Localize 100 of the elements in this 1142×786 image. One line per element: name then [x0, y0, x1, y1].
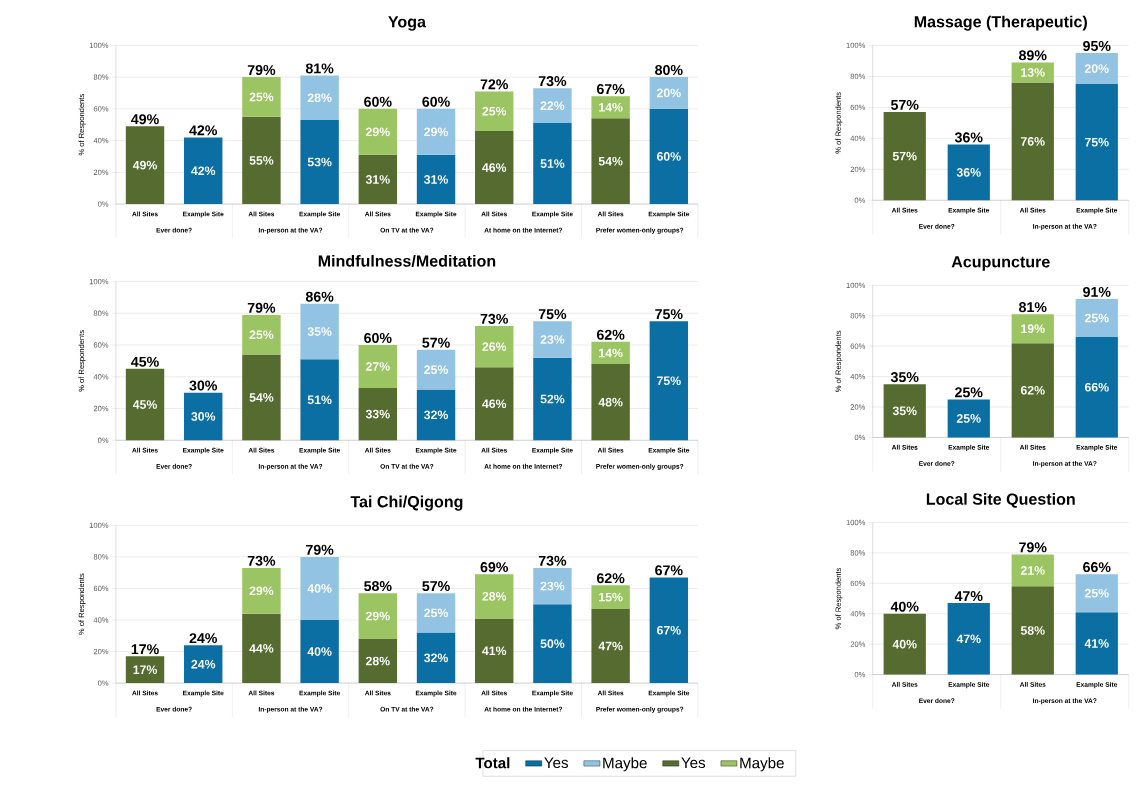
bar [416, 632, 456, 684]
data-label: 41% [482, 646, 507, 656]
total-label: 25% [955, 387, 983, 398]
data-label: 55% [249, 156, 274, 165]
bar [533, 357, 572, 441]
bar [1011, 586, 1054, 675]
bar [300, 75, 339, 120]
bar [591, 608, 630, 684]
data-label: 23% [540, 335, 565, 344]
bar [300, 119, 339, 205]
total-label: 60% [422, 96, 450, 107]
data-label: 40% [307, 584, 332, 593]
total-label: 75% [538, 309, 567, 320]
total-label: 69% [480, 562, 509, 573]
data-label: 76% [1021, 137, 1045, 146]
bar [300, 303, 339, 360]
data-label: 50% [540, 639, 565, 648]
bar [1011, 343, 1054, 438]
data-label: 51% [307, 395, 332, 405]
bar [475, 131, 514, 205]
data-label: 40% [892, 639, 917, 649]
bar [533, 604, 572, 684]
data-label: 36% [956, 167, 981, 177]
bar [242, 354, 281, 441]
bar [242, 116, 281, 205]
bar [125, 126, 165, 205]
data-label: 29% [249, 586, 274, 596]
data-label: 75% [657, 376, 681, 386]
data-label: 26% [482, 342, 507, 351]
data-label: 58% [1020, 626, 1045, 635]
total-label: 57% [890, 99, 919, 110]
data-label: 25% [424, 608, 448, 618]
total-label: 80% [655, 64, 683, 75]
total-label: 45% [131, 356, 159, 367]
bar [184, 137, 223, 205]
data-label: 14% [599, 348, 623, 358]
total-label: 67% [596, 83, 625, 95]
data-label: 25% [1084, 313, 1109, 323]
bar [1075, 337, 1118, 438]
data-label: 35% [307, 327, 332, 336]
data-label: 51% [540, 159, 565, 168]
bar [1075, 53, 1118, 85]
total-label: 58% [364, 581, 392, 592]
data-label: 21% [1020, 566, 1045, 575]
data-label: 49% [132, 160, 157, 170]
data-label: 48% [598, 397, 623, 407]
total-label: 57% [422, 337, 450, 348]
bar [533, 321, 572, 358]
total-label: 79% [247, 64, 276, 75]
bar [416, 593, 456, 633]
data-label: 20% [656, 88, 681, 98]
data-label: 54% [249, 393, 274, 402]
data-label: 27% [365, 362, 390, 371]
chart-title: Tai Chi/Qigong [350, 495, 463, 511]
total-label: 47% [954, 591, 983, 601]
bar [416, 389, 456, 441]
data-label: 67% [656, 625, 681, 635]
bar [300, 359, 339, 441]
bar [883, 111, 926, 201]
total-label: 42% [189, 125, 218, 136]
chart-title: Yoga [388, 16, 427, 31]
bar [242, 314, 281, 355]
total-label: 62% [596, 573, 625, 584]
total-label: 66% [1083, 562, 1111, 573]
data-label: 22% [540, 101, 565, 110]
bar [184, 645, 223, 684]
bar [533, 567, 572, 605]
data-label: 52% [540, 394, 565, 404]
data-label: 20% [1084, 64, 1109, 73]
data-label: 25% [1084, 588, 1109, 598]
bar [1075, 574, 1118, 613]
total-label: 57% [422, 581, 450, 592]
total-label: 67% [655, 565, 683, 576]
chart-title: Massage (Therapeutic) [914, 15, 1087, 31]
bar [1011, 314, 1054, 344]
bar [591, 364, 630, 441]
bar [591, 585, 630, 609]
bar [883, 384, 926, 438]
data-label: 29% [365, 611, 390, 621]
data-label: 45% [132, 400, 157, 409]
total-label: 73% [538, 555, 567, 566]
data-label: 25% [482, 106, 507, 116]
chart-title: Local Site Question [926, 492, 1075, 508]
bar [358, 387, 398, 441]
bar [1075, 298, 1118, 337]
data-label: 75% [1085, 137, 1109, 147]
total-label: 60% [364, 96, 392, 107]
data-label: 66% [1084, 382, 1109, 392]
bar [1075, 84, 1118, 201]
data-label: 31% [365, 175, 390, 184]
data-label: 53% [307, 157, 332, 167]
bar [242, 613, 281, 684]
bar [184, 392, 223, 441]
data-label: 35% [892, 406, 917, 416]
total-label: 24% [189, 633, 218, 644]
total-label: 49% [131, 114, 159, 125]
bar [358, 154, 398, 205]
bar [1011, 62, 1054, 83]
total-label: 72% [480, 79, 509, 90]
bar [947, 603, 990, 675]
